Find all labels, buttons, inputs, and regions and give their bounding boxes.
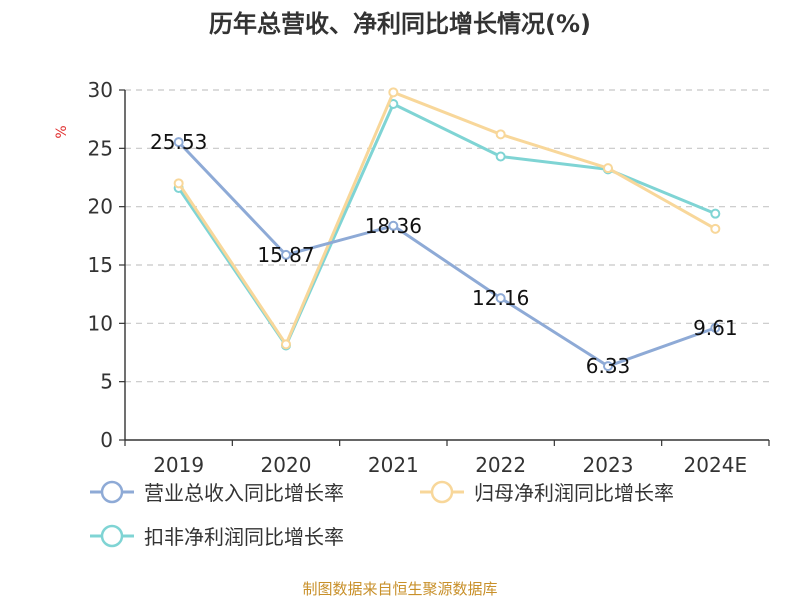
- data-point: [603, 361, 613, 372]
- y-tick-label: 20: [88, 195, 113, 219]
- data-label: 25.53: [150, 130, 207, 154]
- legend-item: 营业总收入同比增长率: [90, 480, 344, 505]
- data-point: [710, 208, 721, 219]
- legend-item: 扣非净利润同比增长率: [90, 524, 344, 549]
- y-tick-label: 25: [88, 136, 113, 160]
- data-point: [173, 137, 184, 148]
- legend-marker: [100, 480, 124, 504]
- data-point: [173, 178, 184, 189]
- x-tick-label: 2023: [583, 453, 634, 477]
- data-point: [281, 249, 291, 260]
- data-label: 12.16: [472, 286, 529, 310]
- source-note: 制图数据来自恒生聚源数据库: [302, 580, 497, 598]
- legend-label: 归母净利润同比增长率: [474, 481, 674, 505]
- x-tick-label: 2019: [153, 453, 204, 477]
- x-tick-label: 2020: [261, 453, 312, 477]
- data-label: 9.61: [693, 316, 738, 340]
- data-point: [388, 87, 399, 98]
- series-layer: [173, 87, 721, 372]
- x-tick-label: 2021: [368, 453, 419, 477]
- data-point: [710, 223, 721, 234]
- data-point: [710, 322, 721, 333]
- x-tick-label: 2022: [475, 453, 526, 477]
- data-point: [603, 163, 613, 174]
- data-label: 6.33: [586, 354, 631, 378]
- data-point: [495, 151, 506, 162]
- data-point: [388, 220, 399, 231]
- chart-title: 历年总营收、净利同比增长情况(%): [209, 10, 591, 38]
- data-point: [495, 293, 506, 304]
- data-label: 18.36: [365, 214, 422, 238]
- legend-label: 扣非净利润同比增长率: [144, 525, 344, 549]
- y-tick-label: 30: [88, 78, 113, 102]
- x-tick-label: 2024E: [684, 453, 748, 477]
- data-labels: 25.53 15.87 18.36 12.16 6.33 9.61: [150, 130, 738, 378]
- y-tick-label: 0: [100, 428, 113, 452]
- grid-lines: [125, 89, 769, 383]
- series-line-2: [177, 90, 717, 346]
- legend-marker: [100, 524, 124, 548]
- axes: 0 5 10 15 20 25 30 2019 2020 2021 2022 2023 2024E: [88, 78, 770, 477]
- y-tick-label: 15: [88, 253, 113, 277]
- data-label: 15.87: [257, 243, 314, 267]
- data-point: [495, 129, 506, 140]
- y-axis-unit: %: [54, 125, 70, 138]
- legend-label: 营业总收入同比增长率: [144, 481, 344, 505]
- y-tick-label: 10: [88, 311, 113, 335]
- series-line-1: [177, 141, 716, 368]
- legend-marker: [430, 480, 454, 504]
- y-tick-label: 5: [100, 370, 113, 394]
- legend-item: 归母净利润同比增长率: [420, 480, 674, 505]
- data-point: [281, 339, 291, 350]
